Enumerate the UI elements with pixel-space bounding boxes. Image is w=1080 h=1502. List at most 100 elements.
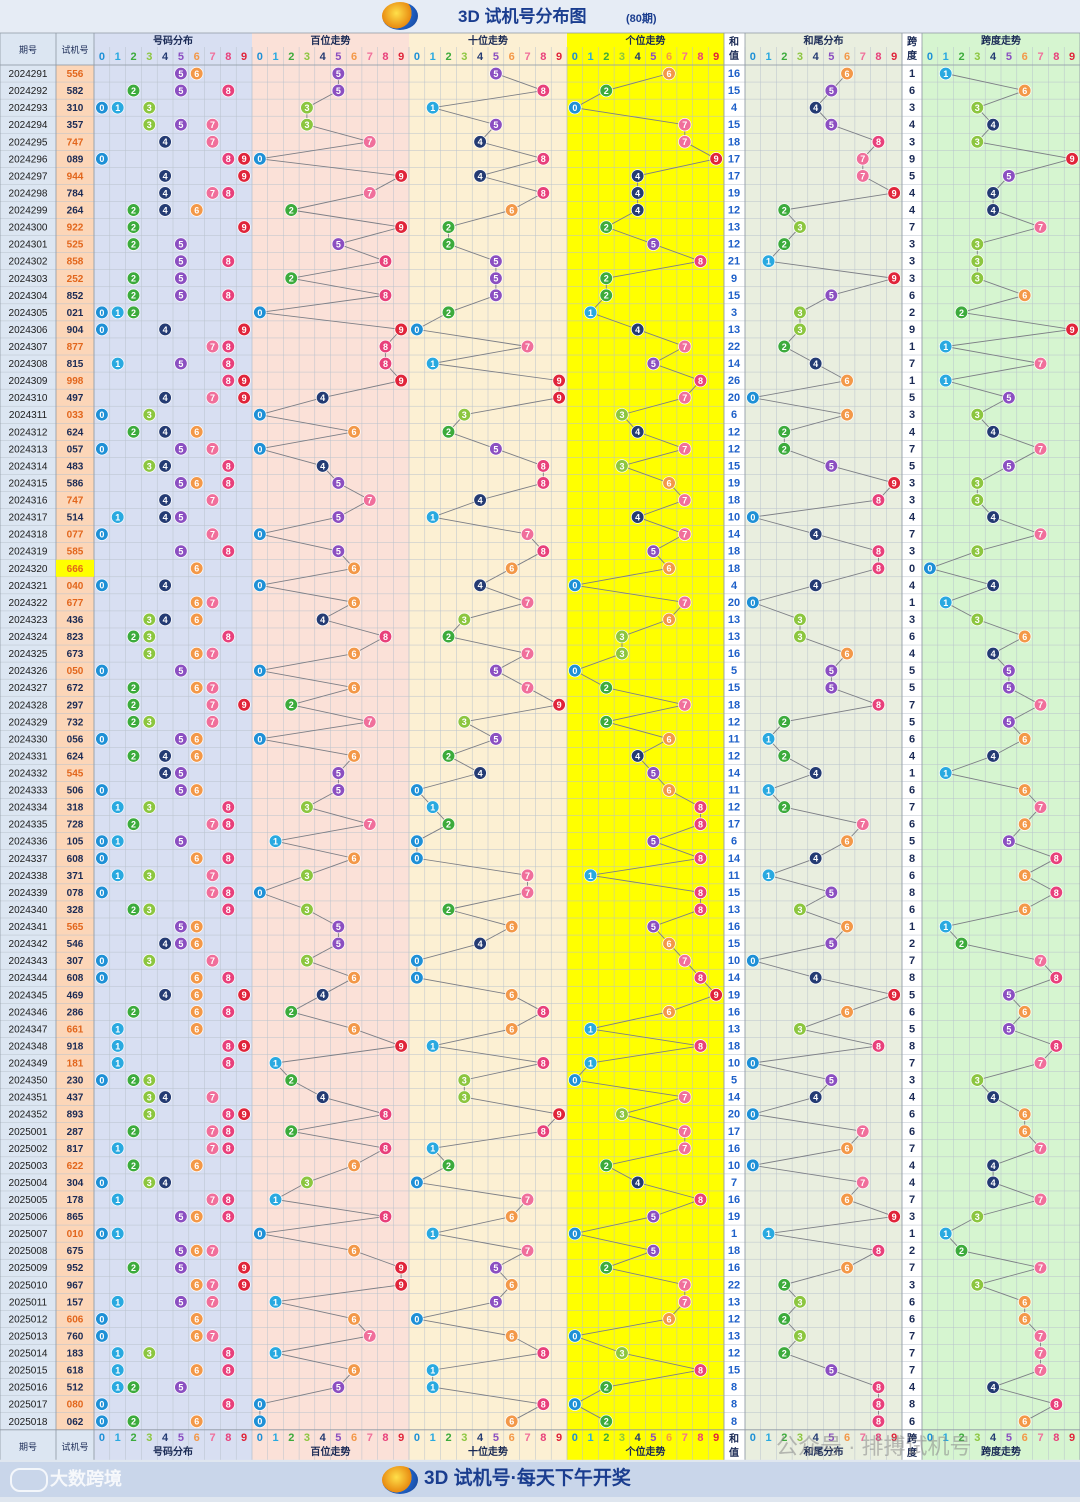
distribution-ball [111,1363,125,1377]
sum-tail-ball [887,476,901,490]
ones-ball [678,1141,692,1155]
ones-ball-label: 4 [635,171,640,181]
header-group-label: 十位走势 [468,34,508,47]
distribution-ball-label: 6 [194,1331,199,1341]
distribution-ball-label: 9 [242,1110,247,1120]
span-value-label: 5 [909,836,915,848]
hundreds-ball [394,169,408,183]
header-group-label: 个位走势 [625,34,666,47]
sum-tail-ball [761,1226,776,1241]
footer-logo [382,1466,418,1494]
distribution-ball [111,834,125,848]
distribution-ball-label: 1 [115,1144,120,1154]
period-label: 2024325 [9,649,48,660]
distribution-ball-label: 2 [131,717,136,727]
sum-tail-ball-label: 0 [750,1110,755,1120]
period-label: 2024299 [9,206,48,217]
span-ball [970,476,984,490]
span-value-label: 6 [909,1126,915,1138]
distribution-ball-label: 0 [99,956,104,966]
period-label: 2024311 [9,410,48,421]
hundreds-ball-label: 1 [273,1058,278,1068]
ones-ball [599,1158,613,1173]
distribution-ball-label: 6 [194,973,199,983]
hundreds-ball-label: 5 [336,785,341,795]
tens-ball [410,322,424,337]
trial-number-label: 157 [67,1297,84,1308]
distribution-ball-label: 4 [163,495,168,505]
distribution-ball-label: 6 [194,205,199,215]
distribution-ball [126,1124,141,1138]
span-value-label: 7 [909,1262,915,1274]
tens-ball [505,1209,519,1224]
header-digit-label: 3 [797,51,803,63]
header-digit-label: 0 [927,1432,933,1444]
distribution-ball [174,237,188,251]
span-ball-label: 7 [1038,530,1043,540]
sum-value-label: 8 [731,1382,737,1394]
hundreds-ball-label: 0 [257,1417,262,1427]
tens-ball-label: 6 [509,922,514,932]
distribution-ball-label: 0 [99,325,104,335]
trial-number-label: 565 [67,922,84,933]
trial-number-label: 747 [67,137,84,148]
distribution-ball [221,83,235,98]
sum-tail-ball-label: 2 [782,803,787,813]
span-value-label: 7 [909,1365,915,1377]
distribution-ball [111,868,125,882]
trial-number-label: 506 [67,786,84,797]
span-value-label: 4 [909,205,916,217]
header-digit-label: 3 [974,51,980,63]
tens-ball-label: 8 [541,154,546,164]
tens-ball [457,612,471,627]
trial-number-label: 525 [67,240,84,251]
tens-ball [489,271,503,285]
hundreds-ball-label: 1 [273,837,278,847]
distribution-ball-label: 0 [99,410,104,420]
hundreds-ball-label: 6 [352,1246,357,1256]
tens-ball-label: 5 [493,1263,498,1273]
brand-logo [382,2,418,30]
span-ball [970,1278,984,1292]
distribution-ball [237,1261,251,1275]
tens-ball [505,988,519,1002]
distribution-ball-label: 8 [226,1195,231,1205]
distribution-ball-label: 5 [178,768,183,778]
distribution-ball-label: 7 [210,888,215,898]
sum-tail-ball [824,885,838,900]
trial-number-label: 483 [67,461,84,472]
sum-tail-ball-label: 4 [813,530,818,540]
tens-ball-label: 5 [493,1297,498,1307]
hundreds-ball [347,1158,361,1173]
distribution-ball [158,135,172,149]
span-ball [1033,442,1048,456]
tens-ball [520,339,535,354]
period-label: 2024344 [9,973,48,984]
distribution-ball-label: 6 [194,683,199,693]
distribution-ball-label: 2 [131,1383,136,1393]
sum-tail-ball [871,493,886,507]
trial-number-label: 624 [67,427,84,438]
span-value-label: 3 [909,477,915,489]
trial-number-label: 784 [67,188,84,199]
period-label: 2024329 [9,717,48,728]
distribution-ball [190,595,204,610]
span-ball [1018,1312,1032,1326]
sum-value-label: 14 [728,972,741,984]
ones-ball [599,715,613,729]
distribution-ball-label: 4 [163,615,168,625]
distribution-ball-label: 8 [226,1144,231,1154]
hundreds-ball [363,715,377,729]
distribution-ball-label: 7 [210,495,215,505]
distribution-ball [205,1278,220,1292]
hundreds-ball-label: 0 [257,308,262,318]
distribution-ball-label: 9 [242,222,247,232]
sum-value-label: 22 [728,1279,740,1291]
distribution-ball [221,885,235,900]
tens-ball [505,1414,519,1428]
tens-ball-label: 9 [557,700,562,710]
distribution-ball-label: 6 [194,1314,199,1324]
period-label: 2025014 [9,1349,48,1360]
tens-ball [426,356,440,371]
header-digit-label: 6 [666,1432,672,1444]
